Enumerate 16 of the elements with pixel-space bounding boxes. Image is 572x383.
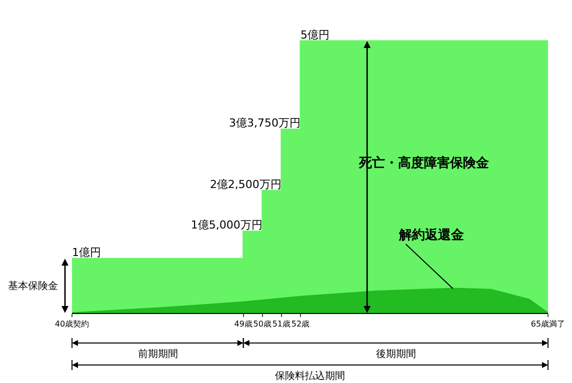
x-tick-label: 49歳 bbox=[234, 320, 252, 329]
data-label: 2億2,500万円 bbox=[210, 178, 282, 191]
text: 解約返還金 bbox=[398, 227, 465, 243]
x-tick-label: 40歳契約 bbox=[54, 320, 90, 329]
data-label: 5億円 bbox=[300, 28, 330, 42]
x-tick-label: 51歳 bbox=[272, 320, 291, 329]
x-tick-label: 52歳 bbox=[291, 320, 310, 329]
text: 保険料払込期間 bbox=[275, 370, 345, 382]
text: 後期期間 bbox=[376, 348, 416, 360]
x-tick-label: 50歳 bbox=[253, 320, 272, 329]
text: 前期期間 bbox=[138, 348, 178, 360]
text: 基本保険金 bbox=[8, 280, 58, 292]
data-label: 3億3,750万円 bbox=[228, 116, 300, 130]
x-tick-label: 65歳満了 bbox=[530, 320, 566, 329]
data-label: 1億円 bbox=[72, 246, 101, 259]
data-label: 1億5,000万円 bbox=[190, 218, 262, 232]
